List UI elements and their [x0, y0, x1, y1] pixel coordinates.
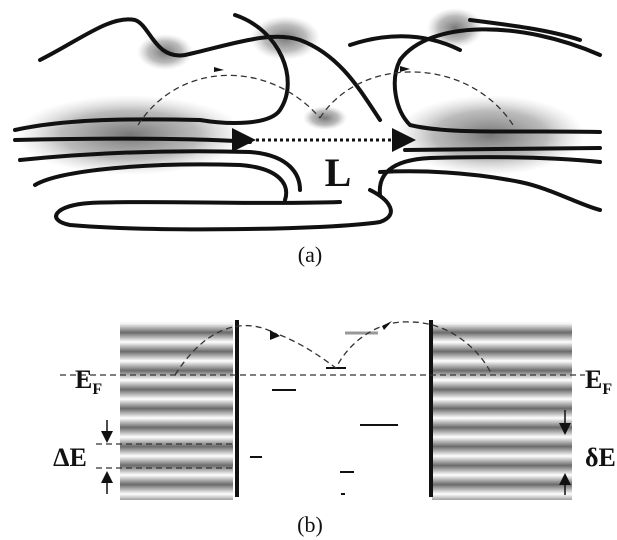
- delta-E-label: ΔE: [53, 443, 87, 472]
- fermi-label: EF: [75, 365, 102, 398]
- length-label: L: [325, 150, 352, 195]
- arrow-head: [400, 66, 410, 72]
- figure: L (a) EF EF ΔE δE (b): [0, 0, 617, 540]
- electrode: [432, 322, 572, 500]
- panel-a: L (a): [15, 8, 600, 267]
- cluster: [395, 95, 585, 175]
- panel-b: EF EF ΔE δE (b): [53, 320, 616, 537]
- arrow-head: [270, 330, 280, 340]
- caption: (b): [297, 512, 323, 537]
- delta-e-label: δE: [585, 443, 616, 472]
- electrode: [120, 322, 233, 500]
- arrow-head: [382, 321, 392, 330]
- arrow-head: [214, 67, 224, 72]
- cluster: [303, 106, 347, 130]
- fermi-label: EF: [585, 365, 612, 398]
- caption: (a): [298, 242, 322, 267]
